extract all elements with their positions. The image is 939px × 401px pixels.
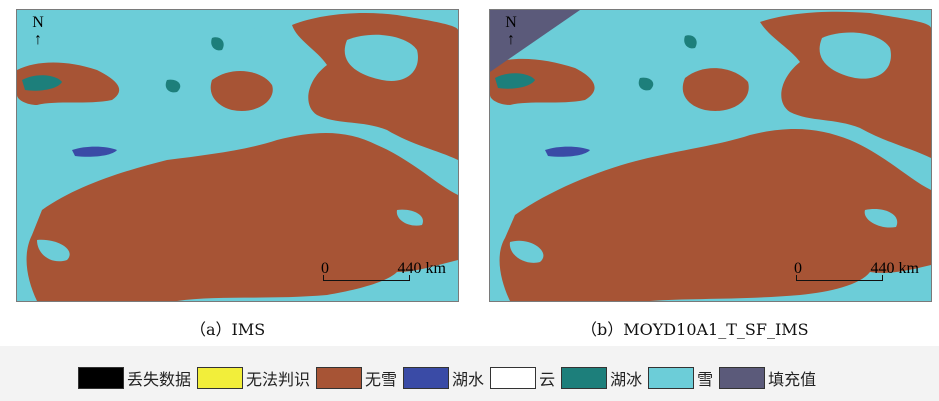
scale-line — [323, 280, 410, 281]
legend-item-missing-data: 丢失数据 — [78, 366, 191, 390]
lake-ice — [684, 35, 697, 49]
snow-area — [819, 32, 891, 79]
no-snow-region — [210, 70, 273, 111]
north-arrow-icon: ↑ — [34, 31, 42, 48]
legend-row: 丢失数据 无法判识 无雪 湖水 云 湖冰 雪 填充值 — [78, 366, 822, 390]
legend-swatch — [490, 367, 537, 389]
snow-area — [509, 240, 544, 263]
scale-tick-right — [882, 275, 883, 281]
legend-label: 无法判识 — [246, 370, 311, 389]
north-arrow-icon: ↑ — [507, 31, 515, 48]
legend-label: 无雪 — [365, 370, 398, 389]
scale-tick-left — [796, 275, 797, 281]
scale-end-label: 440 km — [397, 260, 446, 277]
lake-ice — [638, 77, 654, 91]
legend-label: 湖冰 — [610, 370, 643, 389]
caption-a: （a）IMS — [190, 320, 266, 339]
no-snow-region — [682, 68, 749, 111]
legend-item-fill-value: 填充值 — [719, 366, 816, 390]
snow-cover-map-ims — [17, 10, 458, 301]
no-snow-region — [17, 62, 120, 105]
snow-cover-map-moyd — [490, 10, 931, 301]
no-snow-region — [490, 58, 595, 105]
legend-swatch — [78, 367, 124, 389]
snow-area — [37, 239, 70, 262]
legend-label: 云 — [539, 370, 556, 389]
snow-area — [396, 209, 423, 226]
lake-ice — [211, 37, 224, 51]
scale-bar: 0 440 km — [321, 260, 446, 286]
legend-label: 湖水 — [452, 370, 485, 389]
legend-label: 雪 — [697, 370, 714, 389]
scale-end-label: 440 km — [870, 260, 919, 277]
north-arrow: N ↑ — [504, 14, 518, 48]
lake-ice — [495, 73, 535, 89]
legend-item-lake-water: 湖水 — [403, 366, 484, 390]
scale-start-label: 0 — [321, 260, 329, 277]
fill-value-area — [490, 10, 580, 72]
map-panel-moyd: N ↑ 0 440 km — [489, 9, 932, 302]
no-snow-region — [499, 128, 931, 301]
legend-swatch — [403, 367, 450, 389]
legend-swatch — [561, 367, 608, 389]
map-panel-ims: N ↑ 0 440 km — [16, 9, 459, 302]
legend-swatch — [648, 367, 695, 389]
legend-swatch — [316, 367, 363, 389]
lake-water — [545, 146, 590, 157]
caption-b: （b）MOYD10A1_T_SF_IMS — [581, 320, 809, 339]
legend-label: 丢失数据 — [127, 370, 192, 389]
legend-label: 填充值 — [768, 370, 817, 389]
snow-area — [864, 209, 898, 228]
lake-water — [72, 146, 117, 157]
scale-tick-right — [409, 275, 410, 281]
legend-item-lake-ice: 湖冰 — [561, 366, 642, 390]
legend-swatch — [197, 367, 244, 389]
legend-item-no-snow: 无雪 — [316, 366, 397, 390]
north-label: N — [505, 14, 517, 31]
scale-tick-left — [323, 275, 324, 281]
legend-item-snow: 雪 — [648, 366, 713, 390]
scale-bar: 0 440 km — [794, 260, 919, 286]
lake-ice — [165, 79, 181, 93]
legend-item-cloud: 云 — [490, 366, 555, 390]
legend-item-undetermined: 无法判识 — [197, 366, 310, 390]
north-arrow: N ↑ — [31, 14, 45, 48]
scale-line — [796, 280, 883, 281]
north-label: N — [32, 14, 44, 31]
lake-ice — [22, 75, 62, 91]
scale-start-label: 0 — [794, 260, 802, 277]
legend-swatch — [719, 367, 766, 389]
legend: 丢失数据 无法判识 无雪 湖水 云 湖冰 雪 填充值 — [0, 346, 939, 401]
no-snow-region — [26, 133, 458, 301]
snow-area — [344, 34, 418, 81]
